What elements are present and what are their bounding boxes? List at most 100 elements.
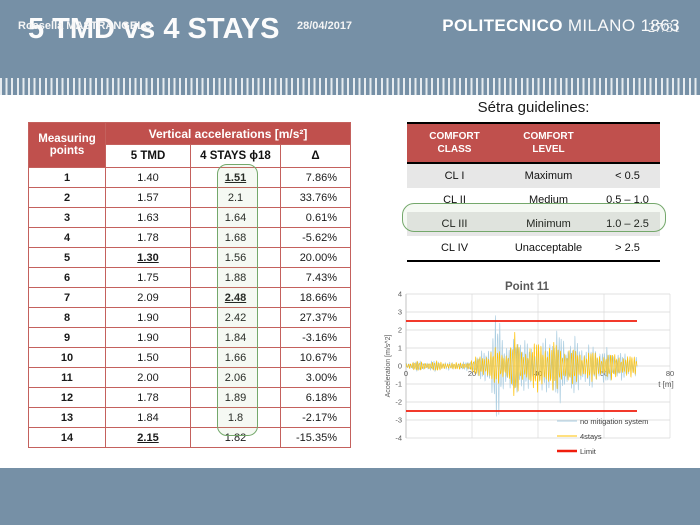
measurement-row: 8 1.90 2.42 27.37%: [28, 307, 351, 328]
tmd-cell: 1.78: [105, 227, 191, 248]
class-cell: CL II: [443, 194, 466, 206]
footer-band: [0, 468, 700, 525]
tmd-cell: 1.84: [105, 407, 191, 428]
measurement-row: 4 1.78 1.68 -5.62%: [28, 227, 351, 248]
delta-cell: -2.17%: [280, 407, 351, 428]
delta-cell: -3.16%: [280, 327, 351, 348]
measurement-row: 7 2.09 2.48 18.66%: [28, 287, 351, 308]
measurement-row: 1 1.40 1.51 7.86%: [28, 167, 351, 188]
delta-cell: 7.86%: [280, 167, 351, 188]
range-cell: 0.5 – 1.0: [606, 194, 649, 206]
measurements-table: Measuring points Vertical accelerations …: [28, 122, 351, 448]
point-cell: 14: [28, 427, 106, 448]
point-cell: 8: [28, 307, 106, 328]
stripes-decoration: [0, 78, 700, 95]
class-cell: CL I: [407, 163, 502, 188]
point-cell: 2: [28, 187, 106, 208]
measurement-row: 2 1.57 2.1 33.76%: [28, 187, 351, 208]
measurement-row: 11 2.00 2.06 3.00%: [28, 367, 351, 388]
measurement-row: 5 1.30 1.56 20.00%: [28, 247, 351, 268]
class-cell: CL IV: [407, 236, 502, 262]
tmd-cell: 1.50: [105, 347, 191, 368]
svg-text:3: 3: [398, 308, 402, 317]
sub-header-2: Δ: [280, 144, 351, 168]
stays-cell: 1.56: [190, 247, 281, 268]
measurement-row: 12 1.78 1.89 6.18%: [28, 387, 351, 408]
author-name: Rossella MASTRANGELO: [18, 20, 153, 32]
slide-date: 28/04/2017: [297, 20, 353, 32]
brand-bold: POLITECNICO: [442, 16, 563, 35]
delta-cell: 18.66%: [280, 287, 351, 308]
setra-title: Sétra guidelines:: [477, 99, 590, 116]
vertical-accelerations-header: Vertical accelerations [m/s²]: [105, 122, 351, 145]
tmd-cell: 1.90: [105, 327, 191, 348]
svg-text:0: 0: [398, 362, 402, 371]
point-cell: 3: [28, 207, 106, 228]
svg-text:4: 4: [398, 290, 402, 299]
point-cell: 7: [28, 287, 106, 308]
setra-row: CL III Minimum 1.0 – 2.5: [407, 212, 660, 236]
delta-cell: 27.37%: [280, 307, 351, 328]
svg-text:-4: -4: [395, 434, 402, 443]
points-label: points: [49, 145, 85, 157]
delta-cell: 0.61%: [280, 207, 351, 228]
y-axis-label: Acceleration [m/s^2]: [385, 335, 392, 398]
x-axis-label: t [m]: [658, 380, 674, 389]
point-cell: 5: [28, 247, 106, 268]
setra-table: COMFORT CLASS COMFORT LEVEL CL I Maximum < …: [407, 122, 660, 262]
point-cell: 10: [28, 347, 106, 368]
svg-text:1: 1: [398, 344, 402, 353]
point-cell: 13: [28, 407, 106, 428]
legend-label: no mitigation system: [580, 417, 648, 426]
header-band: [0, 0, 700, 95]
level-cell: Maximum: [502, 163, 595, 188]
tmd-cell: 1.75: [105, 267, 191, 288]
slide-title: 5 TMD vs 4 STAYS: [28, 13, 280, 45]
svg-text:20: 20: [468, 369, 476, 378]
stays-cell: 1.89: [190, 387, 281, 408]
setra-row: CL II Medium 0.5 – 1.0: [407, 188, 660, 212]
svg-text:2: 2: [398, 326, 402, 335]
stays-cell: 1.84: [190, 327, 281, 348]
stays-cell: 2.48: [190, 287, 281, 308]
svg-text:-1: -1: [395, 380, 402, 389]
tmd-cell: 1.30: [105, 247, 191, 268]
stays-cell: 2.06: [190, 367, 281, 388]
stays-cell: 1.64: [190, 207, 281, 228]
point-cell: 12: [28, 387, 106, 408]
delta-cell: 3.00%: [280, 367, 351, 388]
range-cell: < 0.5: [595, 163, 660, 188]
stays-cell: 1.8: [190, 407, 281, 428]
level-cell: Unacceptable: [502, 236, 595, 262]
stays-cell: 1.51: [190, 167, 281, 188]
point-cell: 4: [28, 227, 106, 248]
delta-cell: -15.35%: [280, 427, 351, 448]
brand-logo: POLITECNICO MILANO 1863: [442, 16, 680, 36]
delta-cell: 7.43%: [280, 267, 351, 288]
stays-cell: 1.68: [190, 227, 281, 248]
delta-cell: 33.76%: [280, 187, 351, 208]
setra-header-1: COMFORT LEVEL: [502, 122, 595, 164]
setra-header-2: [595, 122, 660, 164]
stays-cell: 2.1: [190, 187, 281, 208]
setra-header-row: COMFORT CLASS COMFORT LEVEL: [407, 122, 660, 164]
tmd-cell: 1.40: [105, 167, 191, 188]
tmd-cell: 1.90: [105, 307, 191, 328]
sub-header-0: 5 TMD: [105, 144, 191, 168]
measuring-points-header: Measuring points: [28, 122, 106, 168]
tmd-cell: 2.09: [105, 287, 191, 308]
chart-title: Point 11: [505, 281, 550, 293]
svg-text:-2: -2: [395, 398, 402, 407]
point-cell: 9: [28, 327, 106, 348]
measurement-row: 14 2.15 1.82 -15.35%: [28, 427, 351, 448]
tmd-cell: 2.00: [105, 367, 191, 388]
delta-cell: 20.00%: [280, 247, 351, 268]
point-cell: 11: [28, 367, 106, 388]
measurement-row: 10 1.50 1.66 10.67%: [28, 347, 351, 368]
stays-cell: 1.82: [190, 427, 281, 448]
measurement-row: 6 1.75 1.88 7.43%: [28, 267, 351, 288]
delta-cell: 10.67%: [280, 347, 351, 368]
setra-header-0: COMFORT CLASS: [407, 122, 502, 164]
